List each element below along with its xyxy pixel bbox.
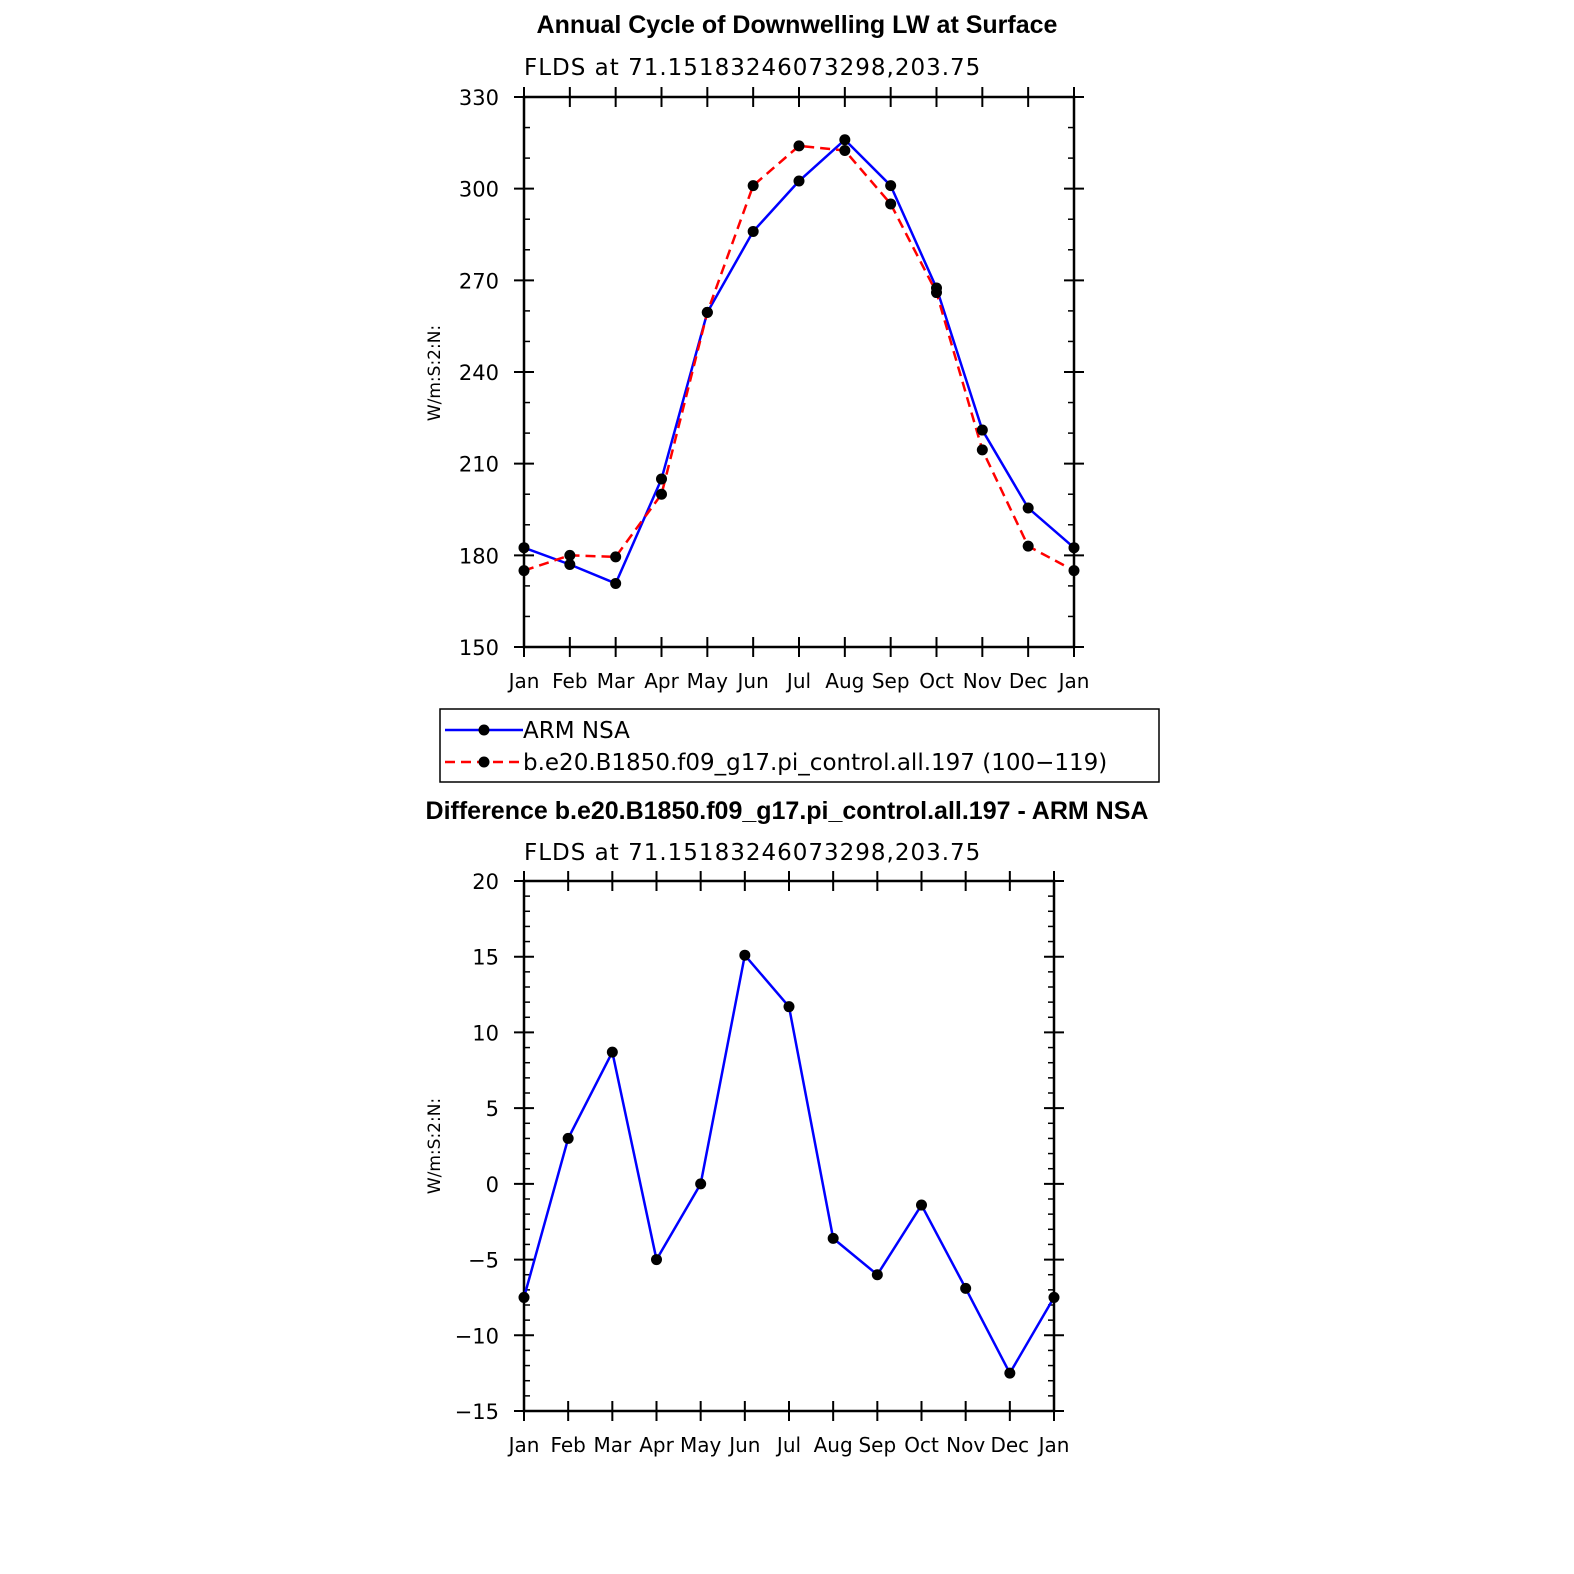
bottom-series-0-point	[1048, 1291, 1060, 1303]
top-series-1-point	[564, 549, 576, 561]
top-ytick-label: 150	[459, 636, 499, 660]
bottom-xtick-label: Dec	[990, 1433, 1029, 1457]
top-plot-area: Jan Feb Mar Apr May Jun Jul Aug Sep Oct Nov Dec Jan 1…	[459, 86, 1090, 693]
bottom-xtick-label: Oct	[904, 1433, 939, 1457]
top-xtick-label: Apr	[644, 669, 679, 693]
top-ytick-label: 300	[459, 178, 499, 202]
bottom-xtick-label: Aug	[814, 1433, 853, 1457]
bottom-series-0-point	[562, 1132, 574, 1144]
bottom-xtick-label: Jan	[1037, 1433, 1070, 1457]
top-series-1-point	[793, 140, 805, 152]
bottom-chart-ylabel: W/m:S:2:N:	[425, 1098, 445, 1194]
top-series-0-point	[839, 134, 851, 146]
bottom-series-0-point	[827, 1232, 839, 1244]
bottom-ytick-label: 10	[472, 1021, 499, 1045]
top-series-1-line	[523, 144, 1075, 572]
top-chart-ylabel: W/m:S:2:N:	[425, 325, 445, 421]
bottom-xtick-label: Apr	[639, 1433, 674, 1457]
top-ytick-label: 330	[459, 86, 499, 110]
top-series-1-point	[839, 144, 851, 156]
bottom-series-0-point	[960, 1282, 972, 1294]
top-ytick-label: 270	[459, 269, 499, 293]
top-series-0-point	[610, 577, 622, 589]
bottom-series-0-line	[522, 953, 1056, 1375]
top-series-1-point	[976, 444, 988, 456]
top-series-1-point	[1022, 540, 1034, 552]
bottom-chart-subtitle: FLDS at 71.15183246073298,203.75	[524, 840, 981, 866]
bottom-xtick-label: Sep	[858, 1433, 896, 1457]
top-series-0-point	[518, 542, 530, 554]
bottom-frame	[522, 879, 1056, 1413]
top-chart-title: Annual Cycle of Downwelling LW at Surfac…	[537, 11, 1058, 39]
bottom-ytick-label: −10	[455, 1324, 499, 1348]
top-ytick-label: 210	[459, 453, 499, 477]
top-series-1-point	[518, 565, 530, 577]
bottom-series-0-point	[606, 1046, 618, 1058]
bottom-series-0-point	[783, 1001, 795, 1013]
top-series-0-point	[976, 424, 988, 436]
legend-box	[439, 708, 1160, 783]
top-series-1-point	[610, 551, 622, 563]
bottom-xtick-label: Feb	[550, 1433, 585, 1457]
top-xtick-label: Jun	[736, 669, 769, 693]
bottom-ytick-label: −15	[455, 1400, 499, 1424]
top-xtick-label: Jul	[785, 669, 811, 693]
top-xtick-label: Oct	[919, 669, 954, 693]
top-series-0-point	[793, 175, 805, 187]
bottom-xtick-label: Nov	[946, 1433, 985, 1457]
top-series-0-point	[1068, 542, 1080, 554]
bottom-series-0-point	[739, 949, 751, 961]
bottom-xtick-label: May	[680, 1433, 722, 1457]
legend-label-arm-nsa: ARM NSA	[523, 718, 630, 744]
top-series-1-point	[701, 306, 713, 318]
bottom-ytick-label: 0	[486, 1173, 499, 1197]
top-ytick-label: 240	[459, 361, 499, 385]
top-series-1-point	[656, 488, 667, 500]
legend: ARM NSA b.e20.B1850.f09_g17.pi_control.a…	[439, 708, 1160, 783]
top-xtick-label: Mar	[597, 669, 636, 693]
bottom-chart-title: Difference b.e20.B1850.f09_g17.pi_contro…	[426, 797, 1149, 825]
top-series-1-point	[931, 287, 942, 299]
bottom-ytick-label: −5	[468, 1249, 499, 1273]
top-xtick-label: Dec	[1009, 669, 1048, 693]
bottom-xtick-label: Mar	[593, 1433, 632, 1457]
top-xtick-label: Jan	[1057, 669, 1090, 693]
top-series-1-point	[885, 198, 897, 210]
bottom-ytick-label: 15	[472, 946, 499, 970]
top-series-1-point	[1068, 565, 1080, 577]
bottom-series-0-point	[871, 1269, 883, 1281]
top-series-0-point	[564, 559, 576, 570]
top-series-0-line	[523, 138, 1075, 585]
top-xtick-label: Aug	[825, 669, 864, 693]
bottom-series-0-point	[518, 1291, 530, 1303]
top-xtick-label: Feb	[552, 669, 587, 693]
top-xtick-label: Sep	[872, 669, 910, 693]
top-series-0-point	[885, 180, 897, 192]
bottom-series-0-point	[651, 1254, 662, 1266]
bottom-series-0-point	[695, 1178, 707, 1190]
legend-marker-model	[478, 756, 490, 768]
bottom-xtick-label: Jan	[507, 1433, 540, 1457]
top-xtick-label: May	[687, 669, 729, 693]
bottom-xtick-label: Jun	[727, 1433, 760, 1457]
bottom-ytick-label: 5	[486, 1097, 499, 1121]
top-series-1-point	[747, 180, 759, 192]
top-series-0-point	[1022, 502, 1034, 514]
top-series-0-point	[656, 473, 667, 485]
top-xtick-label: Jan	[507, 669, 540, 693]
top-chart-subtitle: FLDS at 71.15183246073298,203.75	[524, 55, 981, 81]
legend-label-model: b.e20.B1850.f09_g17.pi_control.all.197 (…	[523, 750, 1107, 776]
legend-marker-arm-nsa	[478, 724, 490, 736]
top-series-0-point	[747, 225, 759, 237]
bottom-ytick-label: 20	[472, 870, 499, 894]
bottom-xtick-label: Jul	[775, 1433, 801, 1457]
top-xtick-label: Nov	[963, 669, 1002, 693]
bottom-series-0-point	[916, 1199, 927, 1211]
bottom-plot-area: Jan Feb Mar Apr May Jun Jul Aug Sep Oct Nov Dec Jan−…	[455, 870, 1070, 1457]
top-ytick-label: 180	[459, 544, 499, 568]
bottom-series-0-point	[1004, 1367, 1016, 1379]
